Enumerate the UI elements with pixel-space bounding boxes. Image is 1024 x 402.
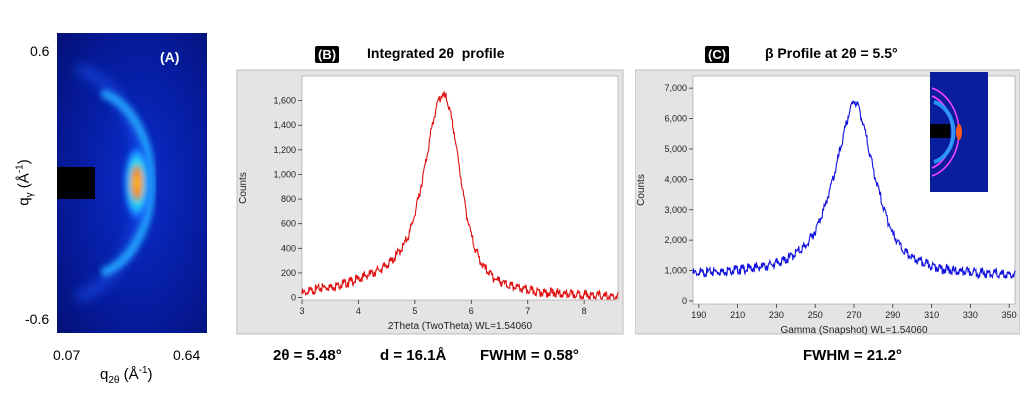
- chart-c-x-tick-label-1: 210: [730, 310, 745, 320]
- chart-c-y-tick-label-7: 7,000: [664, 83, 687, 93]
- panel-b-badge: (B): [315, 46, 340, 63]
- panel-b-stat-2theta: 2θ = 5.48°: [273, 347, 342, 364]
- chart-b-plot-area: [301, 75, 619, 301]
- chart-b-y-tick-label-4: 800: [281, 194, 296, 204]
- chart-c-x-tick-label-2: 230: [769, 310, 784, 320]
- chart-b-x-tick-label-1: 4: [356, 306, 361, 316]
- inset-hotspot: [956, 124, 962, 140]
- chart-b-y-tick-label-5: 1,000: [273, 169, 296, 179]
- chart-c-y-tick-label-4: 4,000: [664, 174, 687, 184]
- chart-b-y-tick-label-0: 0: [291, 293, 296, 303]
- panel-a-x-right-tick: 0.64: [173, 347, 201, 363]
- inset-detector-image: [930, 72, 988, 192]
- chart-c-x-tick-label-5: 290: [885, 310, 900, 320]
- diffraction-ring: [100, 88, 156, 278]
- chart-c-series-line-0: [692, 100, 1016, 280]
- panel-c: (C) β Profile at 2θ = 5.5° 0 1,000 2,000 3,…: [635, 0, 1024, 402]
- chart-c-y-tick-label-2: 2,000: [664, 235, 687, 245]
- chart-c-x-tick-label-7: 330: [963, 310, 978, 320]
- chart-c-y-tick-label-5: 5,000: [664, 144, 687, 154]
- panel-b-stat-fwhm: FWHM = 0.58°: [480, 347, 579, 364]
- chart-b: 0 200 400 600 800 1,000 1,200 1,400 1,600 3 4 5 6 7 8 2…: [236, 69, 624, 335]
- panel-a-x-left-tick: 0.07: [53, 347, 81, 363]
- chart-c-x-tick-label-4: 270: [846, 310, 861, 320]
- panel-a-y-bottom-tick: -0.6: [25, 311, 50, 327]
- chart-b-y-tick-label-7: 1,400: [273, 120, 296, 130]
- chart-c-x-axis-label: Gamma (Snapshot) WL=1.54060: [780, 325, 927, 336]
- panel-b-title: Integrated 2θ profile: [367, 45, 505, 61]
- chart-c-x-tick-label-6: 310: [924, 310, 939, 320]
- chart-b-y-axis-label: Counts: [238, 172, 249, 204]
- chart-b-y-tick-label-8: 1,600: [273, 96, 296, 106]
- chart-b-x-tick-label-0: 3: [299, 306, 304, 316]
- chart-b-x-tick-label-3: 6: [469, 306, 474, 316]
- panel-b-stat-d: d = 16.1Å: [380, 347, 447, 364]
- panel-a-y-axis-label: qγ (Å-1): [14, 159, 36, 206]
- chart-c-y-tick-label-0: 0: [682, 296, 687, 306]
- chart-c-y-tick-label-6: 6,000: [664, 114, 687, 124]
- chart-c-x-tick-label-0: 190: [691, 310, 706, 320]
- inset-beamstop: [930, 124, 950, 138]
- diffraction-hotspot: [123, 143, 151, 223]
- chart-b-x-tick-label-4: 7: [525, 306, 530, 316]
- beamstop: [57, 167, 95, 199]
- detector-image: [57, 33, 207, 333]
- chart-b-series-line-0: [301, 91, 619, 302]
- panel-a-y-top-tick: 0.6: [30, 43, 50, 59]
- chart-b-y-tick-label-6: 1,200: [273, 145, 296, 155]
- panel-a-badge: (A): [160, 49, 180, 65]
- chart-b-x-tick-label-5: 8: [582, 306, 587, 316]
- chart-b-y-tick-label-3: 600: [281, 219, 296, 229]
- chart-b-y-tick-label-1: 200: [281, 268, 296, 278]
- panel-c-title: β Profile at 2θ = 5.5°: [765, 45, 898, 61]
- panel-a-x-axis-label: q2θ (Å-1): [100, 365, 153, 386]
- chart-c-x-tick-label-8: 350: [1002, 310, 1017, 320]
- panel-c-stat-fwhm: FWHM = 21.2°: [803, 347, 902, 364]
- chart-b-y-tick-label-2: 400: [281, 243, 296, 253]
- chart-c-x-tick-label-3: 250: [808, 310, 823, 320]
- panel-c-badge: (C): [705, 46, 730, 63]
- panel-a: (A) 0.6 -0.6 0.07 0.64 qγ (Å-1) q2θ (Å-1…: [0, 0, 210, 402]
- chart-b-x-tick-label-2: 5: [412, 306, 417, 316]
- chart-c-y-axis-label: Counts: [636, 174, 647, 206]
- chart-c-y-tick-label-3: 3,000: [664, 205, 687, 215]
- chart-c-y-tick-label-1: 1,000: [664, 266, 687, 276]
- panel-b: (B) Integrated 2θ profile 0 200 400 600 800 1…: [235, 0, 625, 402]
- inset-ring: [933, 100, 956, 164]
- chart-b-x-axis-label: 2Theta (TwoTheta) WL=1.54060: [388, 321, 533, 332]
